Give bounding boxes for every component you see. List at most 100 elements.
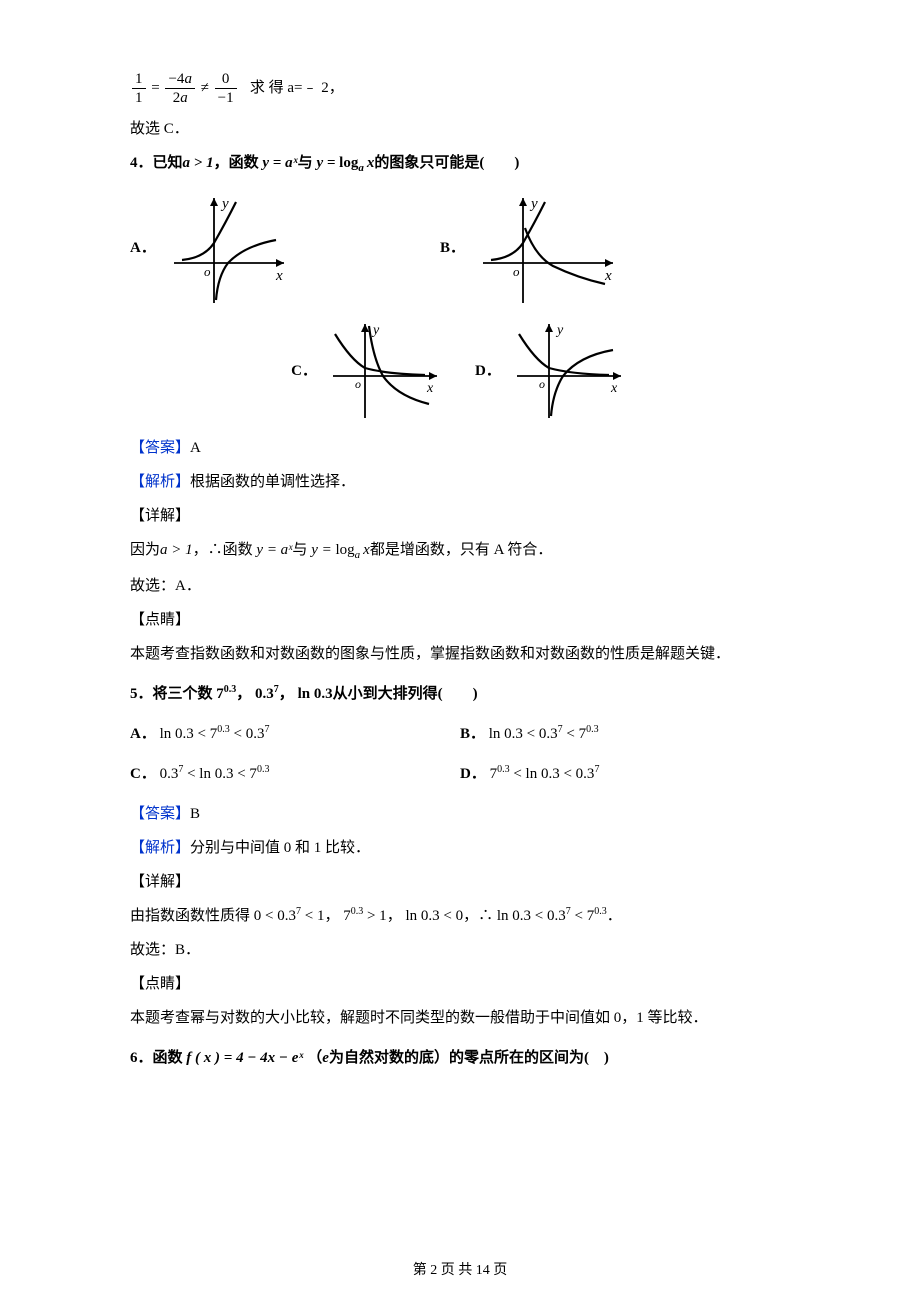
q5-A-e1: 0.3 bbox=[217, 724, 230, 735]
q5-C-e2: 0.3 bbox=[257, 764, 270, 775]
q5-C-label: C． bbox=[130, 766, 156, 782]
q5-opts-row2: C． 0.37 < ln 0.3 < 70.3 D． 70.3 < ln 0.3… bbox=[130, 762, 790, 786]
q6-pre: 函数 bbox=[153, 1050, 183, 1066]
intro-eq-text: 求 得 a=﹣ 2， bbox=[250, 80, 344, 96]
q4d-post: 都是增函数，只有 A 符合． bbox=[370, 542, 553, 558]
svg-text:y: y bbox=[529, 196, 538, 212]
q5-t3: ln 0.3 bbox=[298, 686, 333, 702]
q4-func1: y = aˣ bbox=[262, 155, 297, 171]
q5-sep1: ， bbox=[236, 686, 251, 702]
q4d-f2-pre: y = bbox=[311, 542, 335, 558]
q5-D-2: < ln 0.3 < 0.3 bbox=[510, 766, 595, 782]
q5-A-2: < 0.3 bbox=[230, 726, 265, 742]
q4-opt-b-label: B． bbox=[440, 236, 465, 260]
svg-text:o: o bbox=[539, 377, 545, 391]
q4-stem-post: 的图象只可能是( ) bbox=[374, 155, 519, 171]
svg-text:o: o bbox=[204, 264, 211, 279]
q5d-cb: < 7 bbox=[571, 908, 594, 924]
q4-answer-label: 【答案】 bbox=[130, 440, 190, 456]
q4d-f2-x: x bbox=[363, 542, 370, 558]
svg-text:y: y bbox=[371, 323, 380, 338]
q5d-s2: ， bbox=[387, 908, 402, 924]
q4-graph-c: y x o bbox=[325, 316, 445, 426]
q6-e: e bbox=[322, 1050, 329, 1066]
q4-point-label: 【点睛】 bbox=[130, 608, 790, 632]
q4-answer: 【答案】A bbox=[130, 436, 790, 460]
q5d-e2e: 0.3 bbox=[351, 906, 364, 917]
q5d-e3: ln 0.3 < 0 bbox=[405, 908, 463, 924]
q5-answer-label: 【答案】 bbox=[130, 806, 190, 822]
q6-f: f ( x ) = 4 − 4x − eˣ bbox=[186, 1050, 303, 1066]
q4-stem-pre: 已知 bbox=[153, 155, 183, 171]
q4-so: 故选：A． bbox=[130, 574, 790, 598]
svg-text:x: x bbox=[610, 381, 618, 396]
q6-desc: 为自然对数的底）的零点所在的区间为( ) bbox=[329, 1050, 609, 1066]
q4-cond: a > 1 bbox=[183, 155, 214, 171]
q4-explain-label: 【解析】 bbox=[130, 474, 190, 490]
q5-explain: 【解析】分别与中间值 0 和 1 比较． bbox=[130, 836, 790, 860]
q5-A-label: A． bbox=[130, 726, 156, 742]
q5-A-e2: 7 bbox=[264, 724, 269, 735]
q4-f2-pre: y = bbox=[316, 155, 339, 171]
q5-D-1: 7 bbox=[490, 766, 498, 782]
q5-sep2: ， bbox=[279, 686, 294, 702]
page-footer: 第 2 页 共 14 页 bbox=[0, 1260, 920, 1282]
q4-stem-mid: ，函数 bbox=[214, 155, 259, 171]
q4d-cond: a > 1 bbox=[160, 542, 193, 558]
q5-pre: 将三个数 bbox=[153, 686, 213, 702]
q5-stem: 5．将三个数 70.3， 0.37， ln 0.3从小到大排列得( ) bbox=[130, 682, 790, 706]
q5-post: 从小到大排列得( ) bbox=[333, 686, 478, 702]
q5d-pre: 由指数函数性质得 bbox=[130, 908, 250, 924]
q5d-e2b: > 1 bbox=[363, 908, 386, 924]
q5d-ce2: 0.3 bbox=[594, 906, 607, 917]
q5-B-label: B． bbox=[460, 726, 485, 742]
q5-opts-row1: A． ln 0.3 < 70.3 < 0.37 B． ln 0.3 < 0.37… bbox=[130, 722, 790, 746]
q5-detail-label: 【详解】 bbox=[130, 870, 790, 894]
q5-explain-text: 分别与中间值 0 和 1 比较． bbox=[190, 840, 370, 856]
svg-text:o: o bbox=[355, 377, 361, 391]
q4d-mid2: 与 bbox=[292, 542, 307, 558]
q5d-ca: ln 0.3 < 0.3 bbox=[497, 908, 566, 924]
svg-text:y: y bbox=[555, 323, 564, 338]
q5-B-e2: 0.3 bbox=[586, 724, 599, 735]
q4-point-text: 本题考查指数函数和对数函数的图象与性质，掌握指数函数和对数函数的性质是解题关键． bbox=[130, 642, 790, 666]
q5-point-text: 本题考查幂与对数的大小比较，解题时不同类型的数一般借助于中间值如 0，1 等比较… bbox=[130, 1006, 790, 1030]
q5d-s3: ，∴ bbox=[463, 908, 493, 924]
q4-graph-b: y x o bbox=[473, 188, 623, 308]
q5-answer-value: B bbox=[190, 806, 200, 822]
q5d-s1: ， bbox=[324, 908, 339, 924]
q5-D-e2: 7 bbox=[594, 764, 599, 775]
q6-number: 6． bbox=[130, 1050, 153, 1066]
q5-D-label: D． bbox=[460, 766, 486, 782]
q5d-e1b: < 1 bbox=[301, 908, 324, 924]
q5-answer: 【答案】B bbox=[130, 802, 790, 826]
q4-f2-log: log bbox=[339, 155, 358, 171]
q6-mid: （ bbox=[307, 1050, 322, 1066]
q4-explain-text: 根据函数的单调性选择． bbox=[190, 474, 355, 490]
q5-C-2: < ln 0.3 < 7 bbox=[183, 766, 257, 782]
q5d-e2a: 7 bbox=[343, 908, 351, 924]
q4-detail-label: 【详解】 bbox=[130, 504, 790, 528]
q5-D-e1: 0.3 bbox=[497, 764, 510, 775]
q4d-f1: y = aˣ bbox=[256, 542, 292, 558]
q5d-end: ． bbox=[607, 908, 622, 924]
q4-stem-mid2: 与 bbox=[298, 155, 313, 171]
q5-B-2: < 7 bbox=[563, 726, 586, 742]
q4d-mid1: ，∴函数 bbox=[193, 542, 253, 558]
q5-A-1: ln 0.3 < 7 bbox=[160, 726, 218, 742]
q4-opt-c-label: C． bbox=[291, 359, 317, 383]
q5-B-1: ln 0.3 < 0.3 bbox=[489, 726, 558, 742]
q4-opt-a-label: A． bbox=[130, 236, 156, 260]
q4-detail: 因为a > 1，∴函数 y = aˣ与 y = loga x都是增函数，只有 A… bbox=[130, 538, 790, 565]
q4-explain: 【解析】根据函数的单调性选择． bbox=[130, 470, 790, 494]
q4-options-row2: C． y x o D． bbox=[130, 316, 790, 426]
intro-conclusion: 故选 C． bbox=[130, 117, 790, 141]
q5-detail: 由指数函数性质得 0 < 0.37 < 1， 70.3 > 1， ln 0.3 … bbox=[130, 904, 790, 928]
svg-text:x: x bbox=[426, 381, 434, 396]
svg-text:y: y bbox=[220, 196, 229, 212]
q4-options-row1: A． y x o B． bbox=[130, 188, 790, 308]
q5-so: 故选：B． bbox=[130, 938, 790, 962]
q4-graph-a: y x o bbox=[164, 188, 294, 308]
q5-t1e: 0.3 bbox=[224, 684, 237, 695]
q4d-pre: 因为 bbox=[130, 542, 160, 558]
